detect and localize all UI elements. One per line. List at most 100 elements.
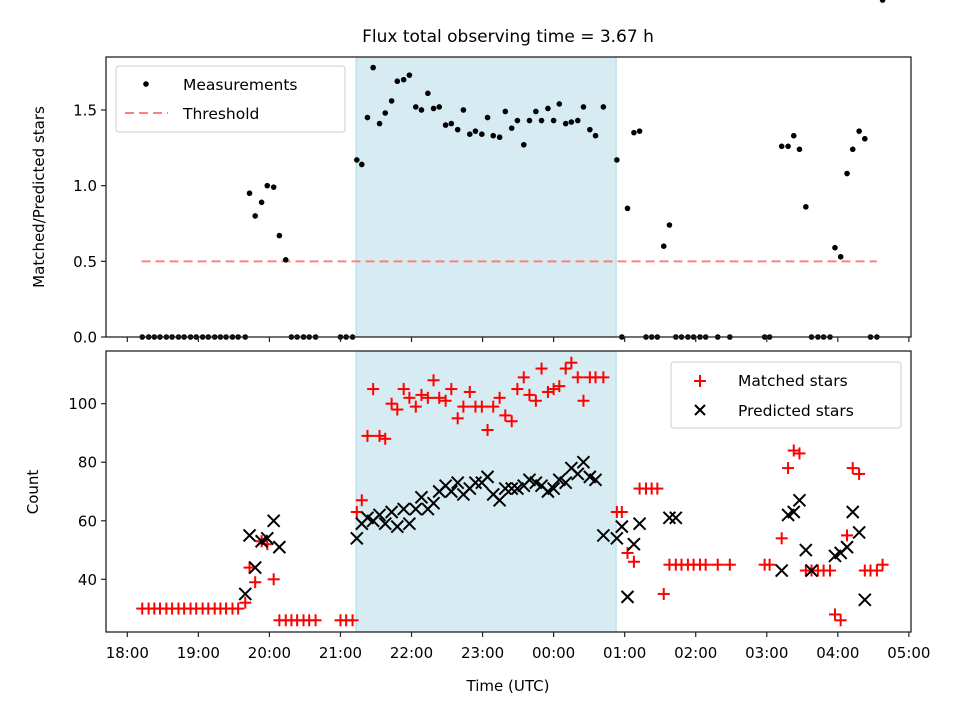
measurement-point — [490, 132, 497, 139]
measurement-point — [496, 134, 503, 141]
matched-point — [481, 424, 494, 437]
measurement-point — [466, 131, 473, 137]
predicted-point — [571, 467, 585, 481]
measurement-point — [533, 108, 539, 115]
matched-point — [409, 400, 422, 413]
matched-point — [615, 505, 628, 518]
measurement-point — [520, 141, 527, 148]
measurement-point — [394, 78, 401, 85]
top-legend: Measurements Threshold — [115, 65, 346, 133]
matched-point — [232, 602, 245, 615]
predicted-point — [414, 490, 429, 505]
measurement-point — [430, 105, 437, 112]
matched-point — [553, 380, 566, 393]
measurement-point — [624, 205, 631, 212]
predicted-point — [409, 502, 423, 516]
matched-point — [379, 432, 392, 445]
predicted-point — [396, 502, 411, 516]
legend-predicted-label: Predicted stars — [738, 402, 854, 420]
matched-point — [346, 614, 359, 627]
chart-title: Flux total observing time = 3.67 h — [362, 27, 654, 47]
measurement-point — [580, 104, 587, 110]
predicted-point — [266, 514, 281, 528]
matched-point — [782, 462, 795, 475]
matched-point — [559, 362, 572, 375]
measurement-point — [448, 120, 455, 127]
matched-point — [421, 391, 434, 404]
matched-point — [793, 447, 806, 460]
measurement-point — [258, 199, 265, 206]
measurement-point — [442, 122, 449, 128]
predicted-point — [260, 531, 274, 546]
matched-point — [427, 374, 440, 387]
measurement-point — [358, 161, 365, 168]
matched-point — [529, 394, 542, 407]
matched-point — [846, 462, 859, 475]
predicted-point — [787, 505, 801, 519]
matched-point — [577, 394, 590, 407]
matched-point — [547, 383, 560, 396]
measurement-point — [514, 117, 521, 124]
measurement-point — [454, 126, 461, 133]
measurement-point — [282, 257, 289, 263]
bottom-y-axis-label: Count — [24, 470, 42, 515]
matched-point — [541, 385, 554, 398]
predicted-point — [620, 590, 635, 604]
measurement-point — [526, 117, 533, 124]
top-shaded-span — [355, 56, 617, 338]
matched-point — [723, 558, 736, 571]
predicted-point — [372, 508, 387, 522]
top-x-ticks — [126, 337, 910, 342]
matched-point — [657, 587, 670, 600]
measurement-point — [264, 182, 271, 189]
measurement-point — [660, 243, 667, 249]
measurement-point — [849, 146, 856, 153]
measurement-point — [252, 213, 259, 219]
matched-point — [361, 429, 374, 442]
predicted-point — [450, 476, 465, 490]
y-tick-label: 60 — [78, 512, 97, 530]
matched-point — [451, 412, 464, 425]
matched-point — [505, 415, 518, 428]
predicted-point — [504, 481, 519, 496]
measurement-point — [636, 128, 643, 134]
matched-point — [499, 409, 512, 422]
x-tick-label: 21:00 — [319, 644, 362, 662]
predicted-point — [480, 470, 495, 484]
x-tick-label: 18:00 — [106, 644, 149, 662]
matched-point — [367, 383, 380, 396]
matched-point — [597, 371, 610, 384]
legend-measurement-marker — [143, 81, 149, 87]
x-tick-label: 01:00 — [603, 644, 646, 662]
x-tick-label: 20:00 — [248, 644, 291, 662]
predicted-point — [444, 484, 459, 499]
matched-point — [627, 555, 640, 568]
y-tick-label: 1.0 — [73, 177, 97, 195]
bottom-shaded-span — [355, 350, 617, 633]
matched-point — [876, 558, 889, 571]
predicted-point — [846, 505, 860, 519]
matched-point — [828, 608, 841, 621]
measurement-point — [364, 114, 371, 121]
x-tick-label: 03:00 — [745, 644, 788, 662]
matched-point — [355, 494, 368, 507]
matched-point — [391, 403, 404, 416]
matched-point — [433, 391, 446, 404]
predicted-point — [402, 516, 417, 531]
predicted-point — [238, 587, 252, 601]
matched-point — [711, 558, 724, 571]
x-tick-label: 22:00 — [390, 644, 433, 662]
bottom-legend-box — [670, 361, 902, 429]
predicted-point — [558, 476, 573, 490]
top-panel: 0.0 0.5 1.0 1.5 Matched/Predicted stars Mea… — [30, 0, 912, 347]
measurement-point — [574, 117, 581, 124]
predicted-point — [426, 496, 441, 510]
matched-point — [824, 564, 837, 577]
matched-point — [475, 400, 488, 413]
x-tick-label: 02:00 — [674, 644, 717, 662]
measurement-point — [844, 170, 850, 177]
matched-point — [403, 391, 416, 404]
measurement-point — [538, 117, 545, 124]
measurement-point — [790, 132, 797, 139]
